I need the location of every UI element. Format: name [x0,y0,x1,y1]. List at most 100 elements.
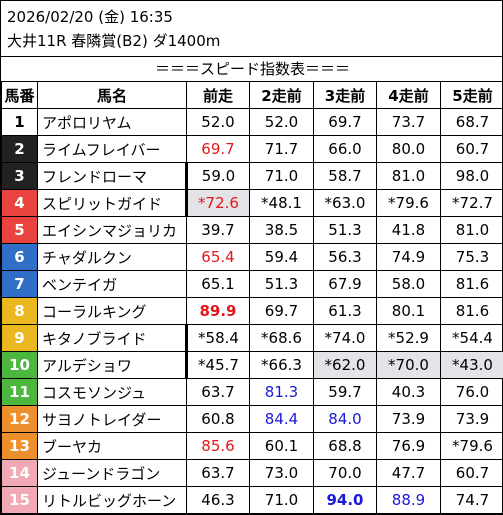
speed-index-value: 75.3 [455,248,490,266]
speed-index-cell: *72.7 [440,189,503,217]
horse-number: 4 [1,189,38,217]
speed-index-value: 46.3 [201,491,235,509]
speed-index-value: *52.9 [388,329,429,347]
race-info: 大井11R 春隣賞(B2) ダ1400m [7,32,221,50]
speed-index-value: 80.1 [391,302,426,320]
speed-index-cell: 60.8 [186,405,250,433]
speed-index-cell: *52.9 [376,324,441,352]
speed-index-value: 51.3 [264,275,299,293]
speed-index-cell: *79.6 [440,432,503,460]
speed-index-value: 61.3 [328,302,362,320]
speed-index-cell: 69.7 [186,135,250,163]
speed-index-value: 73.7 [391,113,426,131]
speed-index-value: 59.4 [264,248,299,266]
table-row: 7 ベンテイガ 65.1 51.3 67.9 58.0 81.6 [1,270,503,298]
speed-index-cell: 73.0 [249,459,314,487]
table-row: 5 エイシンマジョリカ 39.7 38.5 51.3 41.8 81.0 [1,216,503,244]
speed-index-value: 38.5 [264,221,299,239]
speed-index-value: 58.0 [391,275,426,293]
speed-index-value: 76.9 [391,437,426,455]
horse-name: アポロリヤム [37,108,187,136]
speed-index-value: 68.7 [455,113,490,131]
horse-number: 1 [1,108,38,136]
speed-index-cell: 60.7 [440,135,503,163]
speed-index-cell: 84.4 [249,405,314,433]
speed-index-cell: 39.7 [186,216,250,244]
horse-name: アルデショワ [37,351,188,379]
horse-number: 3 [1,162,38,190]
col-header-prev1: 前走 [186,81,250,109]
table-row: 15 リトルビッグホーン 46.3 71.0 94.0 88.9 74.7 [1,486,503,514]
table-row: 6 チャダルクン 65.4 59.4 56.3 74.9 75.3 [1,243,503,271]
speed-index-cell: 69.7 [249,297,314,325]
speed-index-cell: *68.6 [249,324,314,352]
speed-index-cell: *63.0 [313,189,377,217]
horse-number: 9 [1,324,38,352]
col-header-prev4: 4走前 [376,81,441,109]
speed-index-cell: 41.8 [376,216,441,244]
speed-index-value: 41.8 [391,221,426,239]
horse-name: エイシンマジョリカ [37,216,187,244]
speed-index-cell: *45.7 [186,351,250,379]
speed-index-cell: 65.1 [186,270,250,298]
col-header-name: 馬名 [37,81,187,109]
speed-index-cell: 70.0 [313,459,377,487]
speed-index-value: 81.6 [455,275,490,293]
horse-number: 14 [1,459,38,487]
speed-index-cell: *54.4 [440,324,503,352]
speed-index-cell: 59.0 [186,162,250,190]
speed-index-cell: 80.0 [376,135,441,163]
horse-name: コーラルキング [37,297,187,325]
horse-name: ジューンドラゴン [37,459,187,487]
speed-index-cell: *70.0 [376,351,441,379]
speed-index-value: *58.4 [198,329,239,347]
speed-index-value: 85.6 [201,437,235,455]
col-header-no: 馬番 [1,81,38,109]
speed-index-cell: 74.7 [440,486,503,514]
section-title: ＝＝＝スピード指数表＝＝＝ [1,56,503,81]
speed-index-cell: 67.9 [313,270,377,298]
speed-index-value: 60.7 [455,464,490,482]
speed-index-cell: 81.6 [440,270,503,298]
col-header-prev2: 2走前 [249,81,314,109]
speed-index-cell: 66.0 [313,135,377,163]
speed-index-cell: 47.7 [376,459,441,487]
speed-index-cell: 61.3 [313,297,377,325]
speed-index-value: *74.0 [324,329,366,347]
speed-index-cell: 89.9 [186,297,250,325]
table-row: 12 サヨノトレイダー 60.8 84.4 84.0 73.9 73.9 [1,405,503,433]
speed-index-value: *48.1 [261,194,302,212]
speed-index-value: *72.6 [198,194,239,212]
speed-index-cell: *66.3 [249,351,314,379]
speed-index-value: 56.3 [328,248,362,266]
speed-index-value: 65.4 [201,248,235,266]
horse-number: 12 [1,405,38,433]
speed-index-cell: *72.6 [186,189,250,217]
speed-index-value: *72.7 [452,194,493,212]
speed-index-cell: 65.4 [186,243,250,271]
col-header-prev3: 3走前 [313,81,377,109]
speed-index-value: 73.9 [455,410,490,428]
speed-index-cell: 68.7 [440,108,503,136]
speed-index-value: 71.0 [264,167,299,185]
speed-index-cell: 94.0 [313,486,377,514]
horse-number: 15 [1,486,38,514]
horse-name: ブーヤカ [37,432,187,460]
speed-index-cell: 80.1 [376,297,441,325]
horse-name: フレンドローマ [37,162,188,190]
speed-index-value: 81.6 [455,302,490,320]
speed-index-cell: 46.3 [186,486,250,514]
table-row: 9 キタノブライド *58.4 *68.6 *74.0 *52.9 *54.4 [1,324,503,352]
speed-index-cell: *58.4 [186,324,250,352]
speed-index-cell: 51.3 [313,216,377,244]
table-row: 2 ライムフレイバー 69.7 71.7 66.0 80.0 60.7 [1,135,503,163]
speed-index-cell: 81.0 [376,162,441,190]
speed-index-cell: 84.0 [313,405,377,433]
speed-index-cell: 73.7 [376,108,441,136]
speed-index-cell: *74.0 [313,324,377,352]
speed-index-cell: 59.7 [313,378,377,406]
speed-index-value: 67.9 [328,275,362,293]
col-header-prev5: 5走前 [440,81,503,109]
speed-index-value: *62.0 [324,356,366,374]
speed-index-cell: *43.0 [440,351,503,379]
